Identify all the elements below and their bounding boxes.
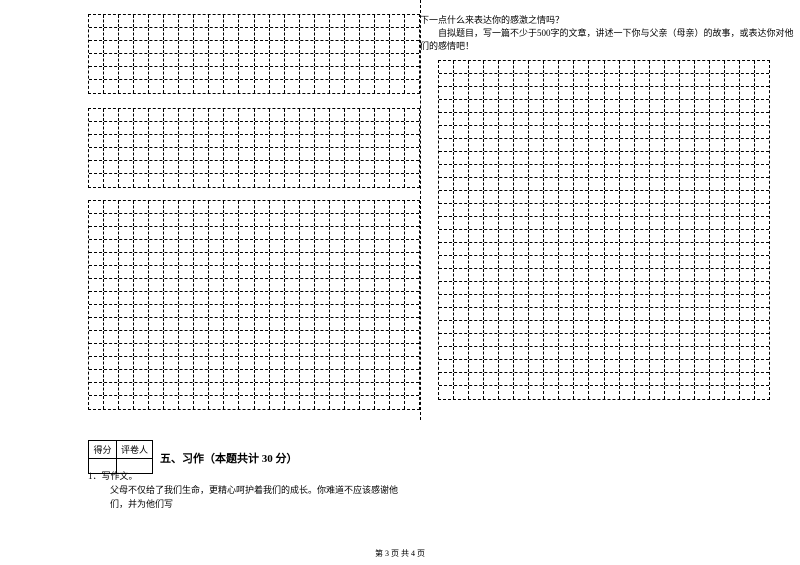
writing-grid [88,200,420,410]
prompt-line: 们的感情吧！ [420,40,474,54]
prompt-line: 自拟题目，写一篇不少于500字的文章，讲述一下你与父亲（母亲）的故事，或表达你对… [420,27,794,41]
score-table: 得分 评卷人 [88,440,153,474]
score-header-score: 得分 [89,441,117,459]
page-right: 下一点什么来表达你的感激之情吗？ 自拟题目，写一篇不少于500字的文章，讲述一下… [400,0,800,565]
question-body: 父母不仅给了我们生命，更精心呵护着我们的成长。你难道不应该感谢他们，并为他们写 [110,484,400,511]
page-left: 得分 评卷人 五、习作（本题共计 30 分） 1．写作文。 父母不仅给了我们生命… [0,0,400,565]
page-footer: 第 3 页 共 4 页 [0,548,800,559]
writing-grid [88,14,420,94]
section-title: 五、习作（本题共计 30 分） [160,450,298,466]
prompt-line: 下一点什么来表达你的感激之情吗？ [420,14,564,28]
writing-grid [438,60,770,400]
question-label: 1．写作文。 [88,470,138,484]
score-header-grader: 评卷人 [117,441,153,459]
writing-grid [88,108,420,188]
